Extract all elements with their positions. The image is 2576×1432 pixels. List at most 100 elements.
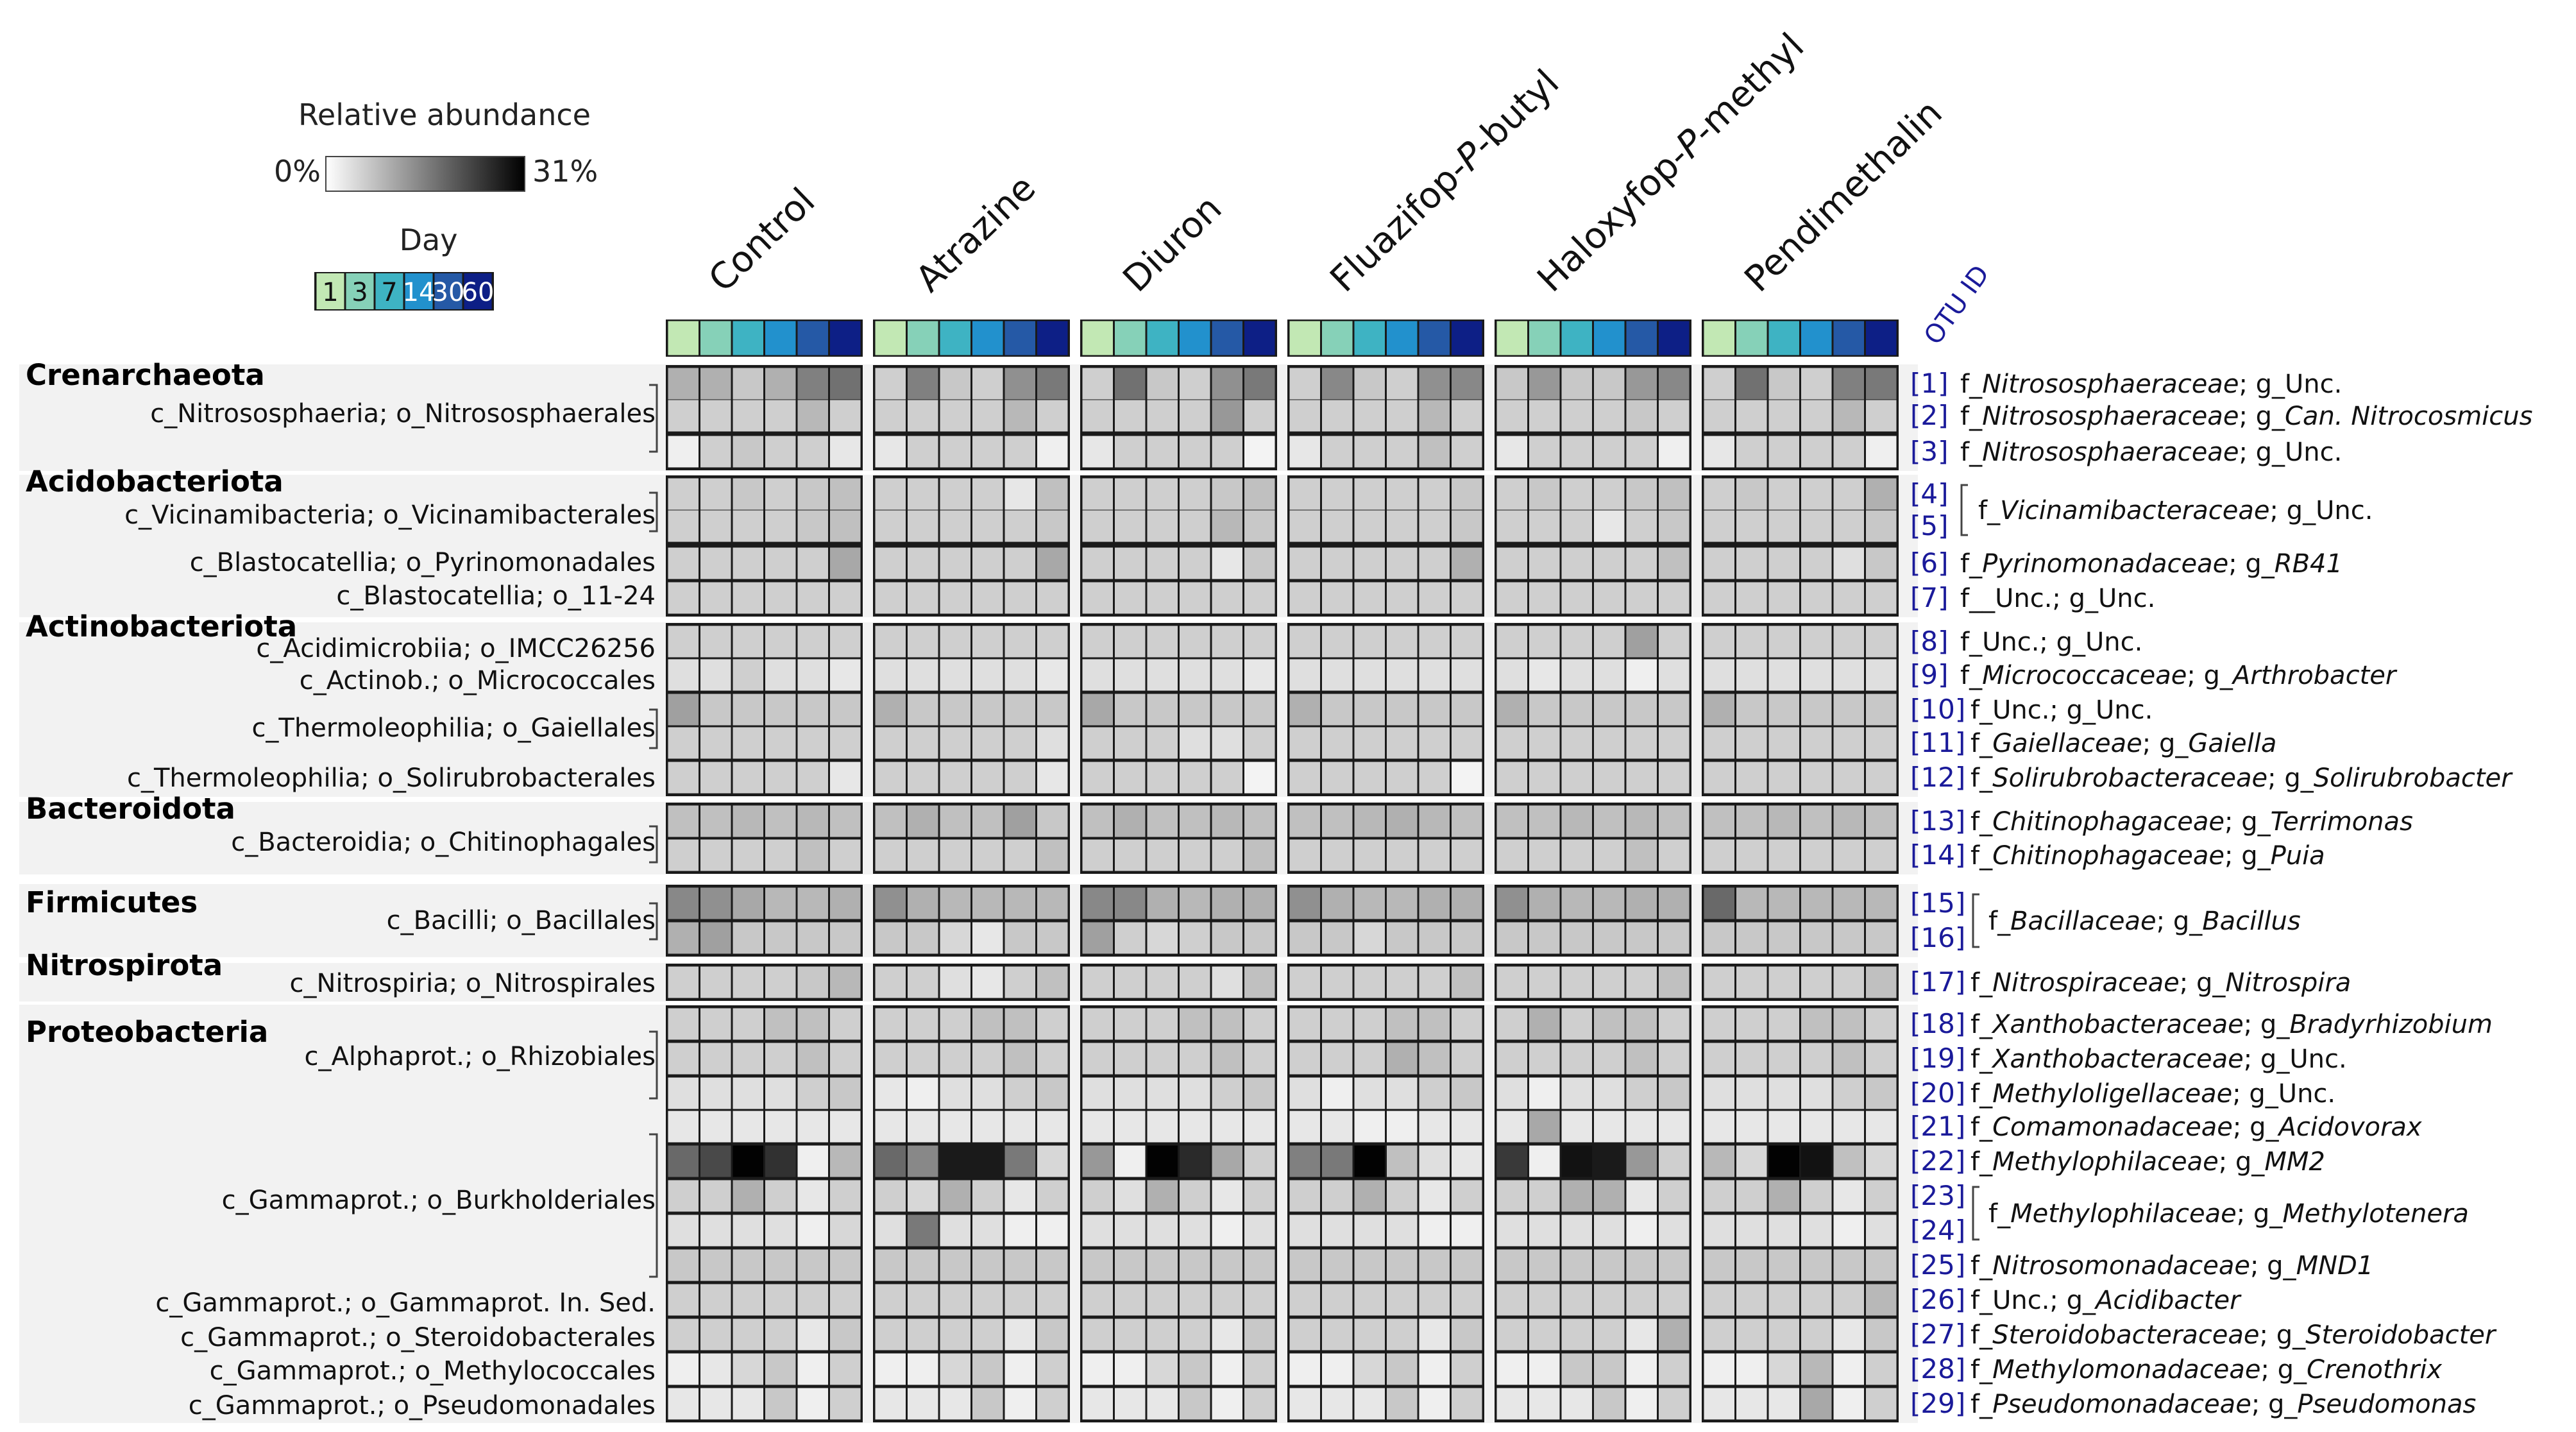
heatmap-cell: [830, 922, 861, 954]
heatmap-block-frame: [1080, 623, 1277, 796]
heatmap-cell: [1659, 1043, 1690, 1075]
heatmap-cell: [797, 1284, 828, 1316]
heatmap-cell: [1833, 547, 1864, 579]
heatmap-cell: [1736, 922, 1767, 954]
heatmap-cell: [1419, 547, 1450, 579]
heatmap-cell: [700, 839, 731, 871]
heatmap-cell: [908, 659, 938, 691]
heatmap-cell: [1452, 659, 1482, 691]
heatmap-cell: [830, 1318, 861, 1351]
heatmap-cell: [1354, 1111, 1385, 1143]
heatmap-cell: [1626, 727, 1657, 759]
heatmap-cell: [1529, 1215, 1560, 1247]
heatmap-cell: [1529, 922, 1560, 954]
heatmap-cell: [908, 762, 938, 794]
heatmap-cell: [1736, 1077, 1767, 1109]
heatmap-cell: [940, 1008, 970, 1040]
heatmap-cell: [1115, 727, 1146, 759]
heatmap-cell: [1801, 1145, 1832, 1177]
otu-id: [7]: [1910, 582, 1949, 613]
heatmap-cell: [1833, 368, 1864, 400]
heatmap-cell: [765, 1215, 796, 1247]
heatmap-cell: [1354, 1043, 1385, 1075]
heatmap-cell: [908, 1284, 938, 1316]
heatmap-cell: [1529, 626, 1560, 658]
heatmap-cell: [1768, 626, 1799, 658]
heatmap-cell: [1322, 1388, 1353, 1420]
heatmap-cell: [668, 727, 699, 759]
heatmap-cell: [700, 436, 731, 468]
heatmap-cell: [940, 582, 970, 614]
otu-id: [2]: [1910, 400, 1949, 431]
heatmap-cell: [1082, 887, 1113, 919]
heatmap-cell: [875, 400, 906, 432]
heatmap-cell: [1594, 547, 1625, 579]
heatmap-cell: [1736, 510, 1767, 542]
heatmap-cell: [1594, 762, 1625, 794]
heatmap-cell: [1561, 626, 1592, 658]
heatmap-cell: [1866, 510, 1897, 542]
taxon-bracket: [649, 708, 658, 749]
heatmap-cell: [1180, 1043, 1210, 1075]
heatmap-cell: [668, 1388, 699, 1420]
heatmap-cell: [972, 1353, 1003, 1385]
heatmap-cell: [972, 762, 1003, 794]
otu-taxonomy-label: f_Nitrospiraceae; g_Nitrospira: [1970, 968, 2351, 998]
heatmap-cell: [1801, 582, 1832, 614]
heatmap-cell: [1289, 582, 1320, 614]
otu-taxonomy-label: f_Micrococcaceae; g_Arthrobacter: [1960, 661, 2398, 690]
taxon-label: c_Vicinamibacteria; o_Vicinamibacterales: [124, 500, 656, 530]
otu-id: [25]: [1910, 1249, 1965, 1281]
heatmap-cell: [1115, 1077, 1146, 1109]
heatmap-cell: [908, 1215, 938, 1247]
heatmap-block-frame: [1287, 365, 1484, 470]
heatmap-cell: [908, 694, 938, 726]
heatmap-cell: [1768, 966, 1799, 998]
heatmap-cell: [1833, 659, 1864, 691]
heatmap-cell: [940, 1145, 970, 1177]
heatmap-cell: [1322, 436, 1353, 468]
heatmap-cell: [1419, 659, 1450, 691]
heatmap-cell: [1704, 1111, 1734, 1143]
taxon-bracket: [649, 902, 658, 941]
heatmap-cell: [1801, 1318, 1832, 1351]
heatmap-cell: [1704, 966, 1734, 998]
heatmap-cell: [1419, 1145, 1450, 1177]
heatmap-cell: [797, 1145, 828, 1177]
heatmap-cell: [1354, 478, 1385, 510]
heatmap-cell: [1529, 1008, 1560, 1040]
heatmap-cell: [668, 1008, 699, 1040]
heatmap-cell: [1768, 1353, 1799, 1385]
heatmap-cell: [1866, 368, 1897, 400]
heatmap-cell: [1659, 1249, 1690, 1281]
heatmap-cell: [972, 1008, 1003, 1040]
heatmap-cell: [1289, 436, 1320, 468]
heatmap-cell: [940, 966, 970, 998]
heatmap-cell: [1768, 887, 1799, 919]
otu-taxonomy-label: f_Nitrososphaeraceae; g_Unc.: [1960, 438, 2342, 467]
heatmap-cell: [875, 510, 906, 542]
heatmap-cell: [1561, 1318, 1592, 1351]
heatmap-cell: [1866, 1388, 1897, 1420]
heatmap-cell: [1704, 1077, 1734, 1109]
taxon-bracket: [649, 1030, 658, 1100]
heatmap-cell: [1452, 436, 1482, 468]
heatmap-cell: [1322, 1111, 1353, 1143]
heatmap-cell: [1594, 966, 1625, 998]
heatmap-cell: [1004, 368, 1035, 400]
heatmap-cell: [940, 1077, 970, 1109]
heatmap-cell: [1004, 510, 1035, 542]
heatmap-cell: [1322, 839, 1353, 871]
heatmap-cell: [765, 400, 796, 432]
heatmap-cell: [1180, 839, 1210, 871]
heatmap-cell: [1594, 1043, 1625, 1075]
heatmap-cell: [1594, 626, 1625, 658]
heatmap-cell: [1115, 922, 1146, 954]
heatmap-cell: [1768, 436, 1799, 468]
day-strip-cell: [1452, 321, 1482, 355]
heatmap-cell: [1212, 626, 1242, 658]
heatmap-cell: [875, 922, 906, 954]
heatmap-cell: [1354, 1145, 1385, 1177]
heatmap-cell: [1419, 368, 1450, 400]
day-strip-cell: [1115, 321, 1146, 355]
